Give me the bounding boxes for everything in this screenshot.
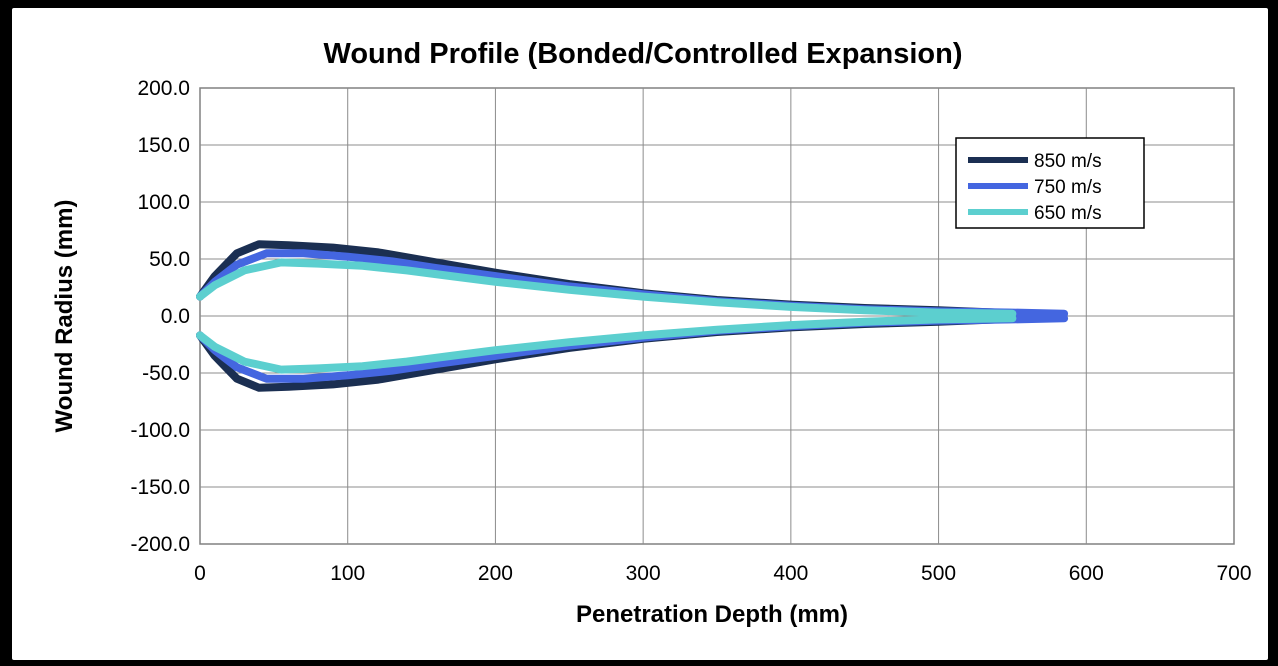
y-tick-label: 100.0 bbox=[137, 191, 190, 214]
chart-frame: Wound Profile (Bonded/Controlled Expansi… bbox=[12, 8, 1268, 660]
x-tick-label: 200 bbox=[478, 562, 513, 585]
x-tick-label: 100 bbox=[330, 562, 365, 585]
wound-profile-chart: Wound Profile (Bonded/Controlled Expansi… bbox=[51, 38, 1252, 628]
series-layer bbox=[196, 240, 1069, 392]
x-tick-label: 500 bbox=[921, 562, 956, 585]
series-line-lower bbox=[196, 314, 1017, 374]
y-axis-ticks: 200.0 150.0 100.0 50.0 0.0 -50.0 -100.0 -150.0 -… bbox=[130, 77, 190, 556]
series-3 bbox=[196, 258, 1017, 374]
legend-label: 750 m/s bbox=[1034, 177, 1102, 198]
y-axis-title: Wound Radius (mm) bbox=[51, 200, 78, 433]
y-tick-label: 150.0 bbox=[137, 134, 190, 157]
x-axis-title: Penetration Depth (mm) bbox=[576, 601, 848, 628]
y-tick-label: 50.0 bbox=[149, 248, 190, 271]
y-tick-label: -200.0 bbox=[130, 533, 190, 556]
legend-label: 850 m/s bbox=[1034, 151, 1102, 172]
series-line-upper bbox=[196, 258, 1017, 318]
y-tick-label: -50.0 bbox=[142, 362, 190, 385]
y-tick-label: -150.0 bbox=[130, 476, 190, 499]
x-tick-label: 400 bbox=[773, 562, 808, 585]
legend: 850 m/s 750 m/s 650 m/s bbox=[955, 137, 1145, 229]
legend-label: 650 m/s bbox=[1034, 203, 1102, 224]
y-tick-label: -100.0 bbox=[130, 419, 190, 442]
y-tick-label: 200.0 bbox=[137, 77, 190, 100]
x-tick-label: 600 bbox=[1069, 562, 1104, 585]
x-tick-label: 300 bbox=[626, 562, 661, 585]
x-axis-ticks: 0 100 200 300 400 500 600 700 bbox=[194, 562, 1251, 585]
x-tick-label: 700 bbox=[1216, 562, 1251, 585]
y-tick-label: 0.0 bbox=[161, 305, 190, 328]
chart-title: Wound Profile (Bonded/Controlled Expansi… bbox=[323, 38, 962, 70]
x-tick-label: 0 bbox=[194, 562, 206, 585]
